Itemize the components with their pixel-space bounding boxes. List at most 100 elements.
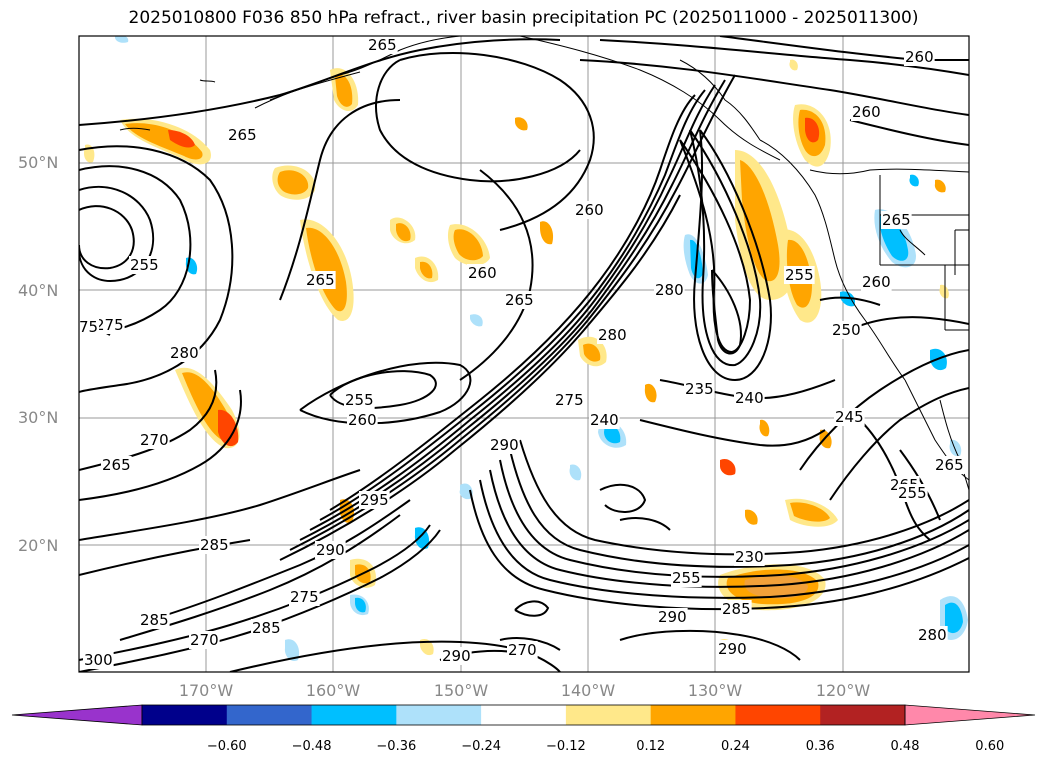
lat-tick-label: 40°N [18,281,58,300]
contour-label: 265 [368,36,397,54]
contour-label-bg [904,48,935,66]
contour-label-bg [684,380,715,398]
contour-label-bg [344,391,375,409]
contour-label: 280 [918,626,947,644]
colorbar-tick-label: −0.24 [461,739,501,754]
colorbar-bin [396,705,482,725]
contour-label-bg [554,391,585,409]
contour-label-bg [589,411,620,429]
contour-label-bg [251,619,282,637]
contour-label-bg [367,36,398,54]
contour-label-bg [861,273,892,291]
colorbar-tick-label: 0.48 [891,739,920,754]
contour-label-bg [227,126,258,144]
contour-label-bg [897,484,928,502]
lat-tick-label: 50°N [18,153,58,172]
contour-label: 280 [170,344,199,362]
contour-label: 255 [345,391,374,409]
contour-label-bg [851,103,882,121]
plot-area [79,36,969,672]
colorbar-tick-label: −0.48 [292,739,332,754]
contour-label: 240 [735,389,764,407]
contour-label-bg [79,318,100,336]
contour-label: 290 [316,541,345,559]
colorbar-bin [142,705,228,725]
contour-label: 260 [468,264,497,282]
colorbar-tick-label: 0.36 [806,739,835,754]
contour-label-bg [139,431,170,449]
contour-label: 290 [658,608,687,626]
contour-label-bg [101,456,132,474]
colorbar-tick-label: 0.12 [636,739,665,754]
contour-label-bg [671,569,702,587]
colorbar-bin [650,705,736,725]
contour-label-bg [129,256,160,274]
contour-label: 290 [718,640,747,658]
map-title: 2025010800 F036 850 hPa refract., river … [128,8,919,28]
contour-label: 255 [785,266,814,284]
contour-label: 235 [685,380,714,398]
contour-label-bg [189,631,220,649]
colorbar-bin [226,705,313,725]
contour-label: 75 [79,318,98,336]
contour-label: 245 [835,408,864,426]
contour-label: 265 [306,271,335,289]
contour-label-bg [94,316,125,334]
lat-tick-label: 20°N [18,536,58,555]
contour-label: 230 [735,548,764,566]
contour-label: 255 [130,256,159,274]
colorbar-bin [311,705,397,725]
contour-label-bg [784,266,815,284]
contour-label: 270 [140,431,169,449]
contour-label-bg [734,548,765,566]
lat-tick-labels: 50°N 40°N 30°N 20°N [18,153,58,555]
contour-label: 275 [290,588,319,606]
contour-label: 240 [590,411,619,429]
contour-label: 260 [852,103,881,121]
colorbar-outline [141,704,906,726]
contour-label-bg [441,647,472,665]
lon-tick-label: 170°W [179,681,234,700]
contour-label-bg [504,291,535,309]
lat-tick-label: 30°N [18,408,58,427]
contour-label: 300 [84,651,113,669]
contour-label-bg [917,626,948,644]
contour-label: 265 [882,211,911,229]
contour-label: 285 [200,536,229,554]
contour-label-bg [597,326,628,344]
contour-label: 285 [140,611,169,629]
contour-label-bg [507,641,538,659]
contour-label-bg [657,608,688,626]
contour-label: 275 [95,316,124,334]
contour-label: 290 [442,647,471,665]
contour-label: 265 [102,456,131,474]
contour-label: 280 [655,281,684,299]
colorbar-bin [735,705,821,725]
refractivity-contours [79,36,969,672]
contour-label-bg [881,211,912,229]
contour-label: 265 [935,456,964,474]
contour-label-bg [315,541,346,559]
lon-tick-label: 150°W [434,681,489,700]
lon-tick-labels: 170°W 160°W 150°W 140°W 130°W 120°W [179,681,871,700]
contour-label-bg [359,491,390,509]
lon-tick-label: 160°W [306,681,361,700]
coastlines [119,36,969,491]
contour-label: 255 [672,569,701,587]
contour-label: 270 [190,631,219,649]
colorbar: −0.60 −0.48 −0.36 −0.24 −0.12 0.12 0.24 0.36 0.4… [11,704,1036,754]
contour-label: 270 [508,641,537,659]
contour-label-bg [489,436,520,454]
contour-label-bg [834,408,865,426]
contour-label-bg [347,411,378,429]
lon-tick-label: 130°W [688,681,743,700]
colorbar-tick-label: −0.36 [376,739,416,754]
contour-label: 285 [252,619,281,637]
colorbar-tick-label: −0.12 [546,739,586,754]
contour-label: 250 [832,321,861,339]
contour-label-bg [734,389,765,407]
contour-label: 260 [905,48,934,66]
colorbar-tick-label: 0.60 [975,739,1004,754]
contour-label-bg [169,344,200,362]
contour-label: 255 [898,484,927,502]
